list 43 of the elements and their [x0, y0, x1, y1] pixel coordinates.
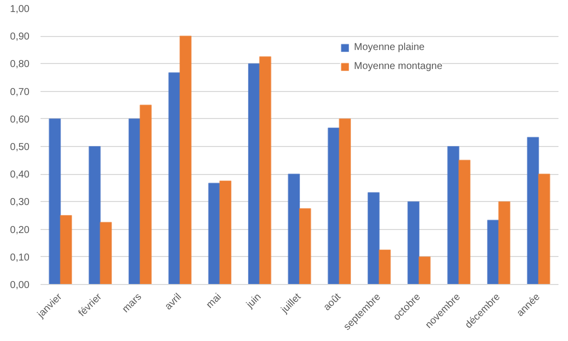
- y-tick-label: 0,30: [10, 197, 30, 208]
- bar: [288, 174, 300, 284]
- bar: [88, 146, 101, 284]
- bar: [248, 63, 260, 284]
- bar: [48, 118, 61, 284]
- x-tick-label: mai: [204, 292, 224, 311]
- bar: [299, 208, 312, 284]
- bar: [140, 104, 152, 284]
- bar: [219, 180, 232, 284]
- bar: [378, 250, 391, 284]
- y-tick-label: 0,90: [10, 32, 30, 43]
- y-tick-label: 0,70: [10, 86, 30, 98]
- bar: [208, 182, 220, 284]
- bar: [168, 72, 180, 284]
- bar: [259, 56, 272, 284]
- y-tick-label: 0,80: [10, 59, 30, 70]
- bar: [538, 174, 550, 284]
- bar: [418, 256, 431, 284]
- bar: [368, 192, 380, 284]
- bar: [328, 128, 340, 284]
- bar: [179, 36, 192, 284]
- y-tick-label: 0,40: [10, 170, 30, 181]
- x-tick-label: avril: [163, 292, 184, 312]
- y-tick-label: 0,60: [10, 114, 30, 126]
- bar: [487, 220, 500, 284]
- bar: [498, 201, 510, 284]
- bar: [526, 136, 540, 284]
- y-tick-label: 0,10: [10, 252, 30, 264]
- legend-label: Moyenne plaine: [354, 42, 425, 53]
- x-tick-label: juin: [244, 292, 264, 312]
- bar: [128, 118, 141, 284]
- bar: [100, 222, 112, 284]
- y-tick-label: 0,20: [10, 224, 30, 236]
- bar: [407, 201, 420, 284]
- bar: [60, 215, 72, 284]
- bar: [447, 146, 460, 284]
- y-tick-label: 0,00: [10, 280, 30, 291]
- legend-label: Moyenne montagne: [354, 61, 442, 72]
- y-tick-label: 0,50: [10, 142, 30, 153]
- bar: [458, 160, 471, 284]
- y-tick-label: 1,00: [10, 4, 30, 15]
- bar: [338, 118, 352, 284]
- x-tick-label: août: [322, 291, 344, 314]
